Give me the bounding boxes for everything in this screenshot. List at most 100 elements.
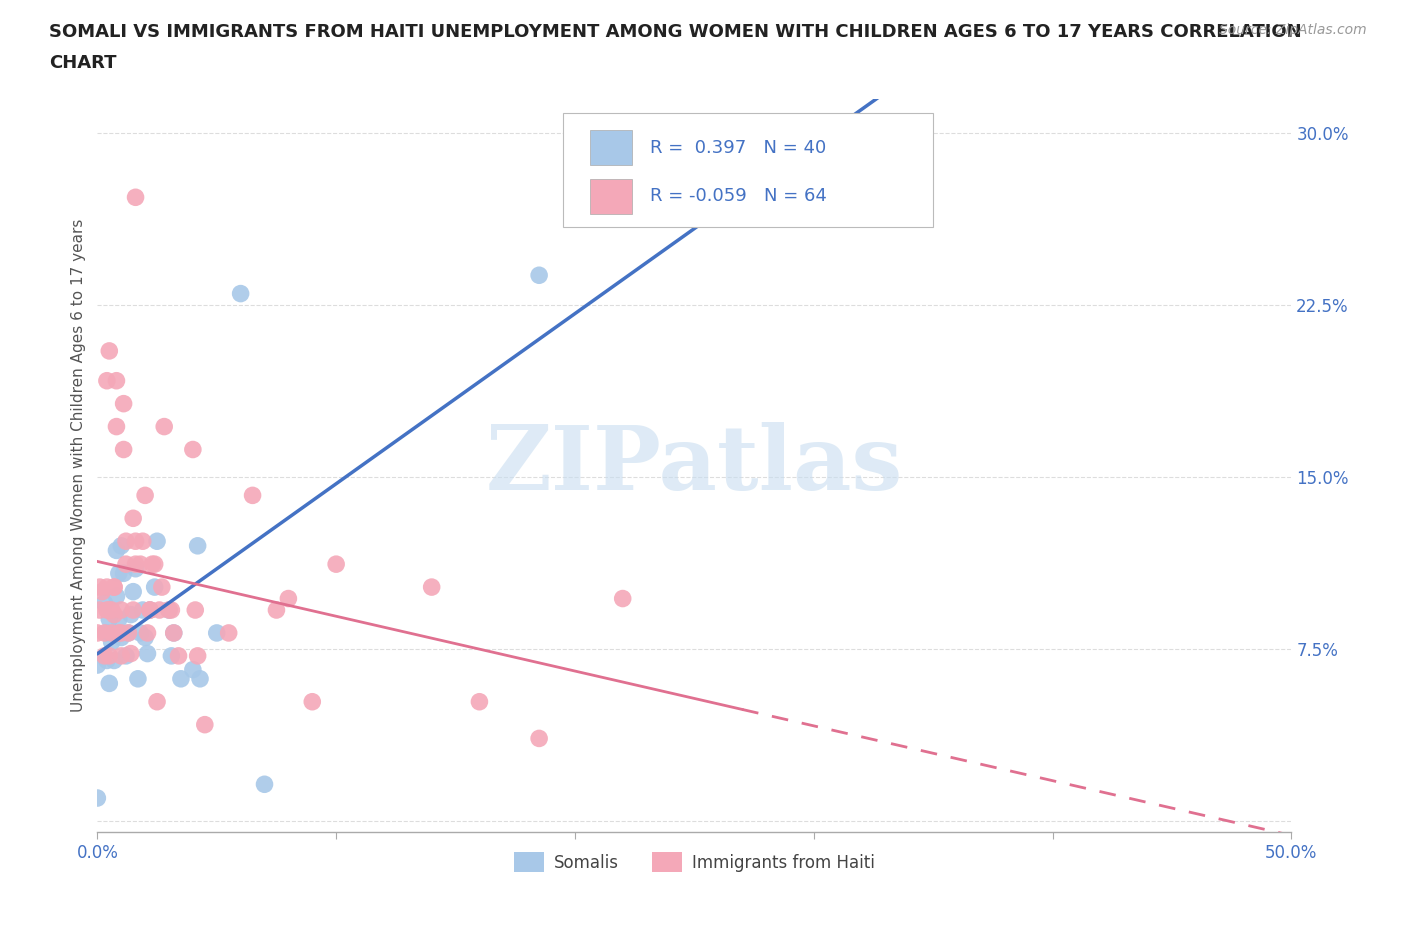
Point xyxy=(187,648,209,663)
Point xyxy=(141,557,163,572)
Point xyxy=(218,626,240,641)
Point xyxy=(100,603,122,618)
Y-axis label: Unemployment Among Women with Children Ages 6 to 17 years: Unemployment Among Women with Children A… xyxy=(72,219,86,712)
Point xyxy=(110,626,132,641)
Point xyxy=(181,442,204,457)
Point xyxy=(112,396,135,411)
Point xyxy=(120,607,142,622)
Point xyxy=(124,534,146,549)
Point xyxy=(132,603,155,618)
Point xyxy=(110,648,132,663)
Point xyxy=(91,584,114,599)
Text: R = -0.059   N = 64: R = -0.059 N = 64 xyxy=(650,187,827,206)
Point xyxy=(160,648,183,663)
Point xyxy=(134,488,156,503)
Point xyxy=(96,579,118,594)
Point xyxy=(136,626,159,641)
Point xyxy=(139,603,162,618)
Point xyxy=(110,603,132,618)
Point xyxy=(153,419,176,434)
Point xyxy=(148,603,170,618)
Point xyxy=(139,603,162,618)
Point xyxy=(89,579,111,594)
Point xyxy=(184,603,207,618)
Point xyxy=(100,634,122,649)
Point xyxy=(146,695,169,710)
Point xyxy=(103,579,125,594)
Point xyxy=(89,603,111,618)
Point xyxy=(170,671,193,686)
Point xyxy=(188,671,211,686)
Point xyxy=(98,343,121,358)
Point xyxy=(103,607,125,622)
Point xyxy=(124,190,146,205)
Point xyxy=(242,488,264,503)
Bar xyxy=(591,179,633,214)
Point xyxy=(420,579,443,594)
Point xyxy=(96,603,118,618)
Point xyxy=(527,268,550,283)
Point xyxy=(157,603,180,618)
Legend: Somalis, Immigrants from Haiti: Somalis, Immigrants from Haiti xyxy=(508,845,882,879)
Point xyxy=(96,626,118,641)
Point xyxy=(112,442,135,457)
Point xyxy=(115,534,138,549)
Point xyxy=(98,676,121,691)
Point xyxy=(98,612,121,627)
Point xyxy=(117,626,139,641)
Point xyxy=(527,731,550,746)
Point xyxy=(86,626,108,641)
Point xyxy=(325,557,347,572)
Point xyxy=(150,579,173,594)
Point xyxy=(122,511,145,525)
Point xyxy=(253,777,276,791)
Point xyxy=(127,671,149,686)
Point xyxy=(143,557,166,572)
Point xyxy=(167,648,190,663)
Point xyxy=(229,286,252,301)
Point xyxy=(163,626,186,641)
Point xyxy=(146,534,169,549)
Point xyxy=(108,565,131,580)
Point xyxy=(187,538,209,553)
Point xyxy=(86,790,108,805)
Point xyxy=(110,538,132,553)
Point xyxy=(143,579,166,594)
Text: R =  0.397   N = 40: R = 0.397 N = 40 xyxy=(650,139,827,157)
FancyBboxPatch shape xyxy=(562,113,934,227)
Text: ZIPatlas: ZIPatlas xyxy=(485,422,903,509)
Point xyxy=(122,584,145,599)
Point xyxy=(266,603,288,618)
Point xyxy=(139,603,162,618)
Point xyxy=(103,653,125,668)
Text: Source: ZipAtlas.com: Source: ZipAtlas.com xyxy=(1219,23,1367,37)
Point xyxy=(100,626,122,641)
Point xyxy=(134,631,156,645)
Point xyxy=(136,646,159,661)
Point xyxy=(163,626,186,641)
Point xyxy=(205,626,228,641)
Point xyxy=(301,695,323,710)
Point xyxy=(117,626,139,641)
Point xyxy=(157,603,180,618)
Point xyxy=(124,562,146,577)
Point xyxy=(110,631,132,645)
Point xyxy=(277,591,299,606)
Point xyxy=(108,626,131,641)
Point xyxy=(96,373,118,388)
Point xyxy=(132,534,155,549)
Point xyxy=(112,565,135,580)
Point xyxy=(98,603,121,618)
Point xyxy=(181,662,204,677)
Point xyxy=(115,557,138,572)
Point xyxy=(129,557,152,572)
Point xyxy=(120,646,142,661)
Point xyxy=(612,591,634,606)
Point xyxy=(103,579,125,594)
Point xyxy=(93,626,115,641)
Point xyxy=(98,648,121,663)
Point xyxy=(160,603,183,618)
Point xyxy=(129,626,152,641)
Point xyxy=(194,717,217,732)
Point xyxy=(105,589,128,604)
